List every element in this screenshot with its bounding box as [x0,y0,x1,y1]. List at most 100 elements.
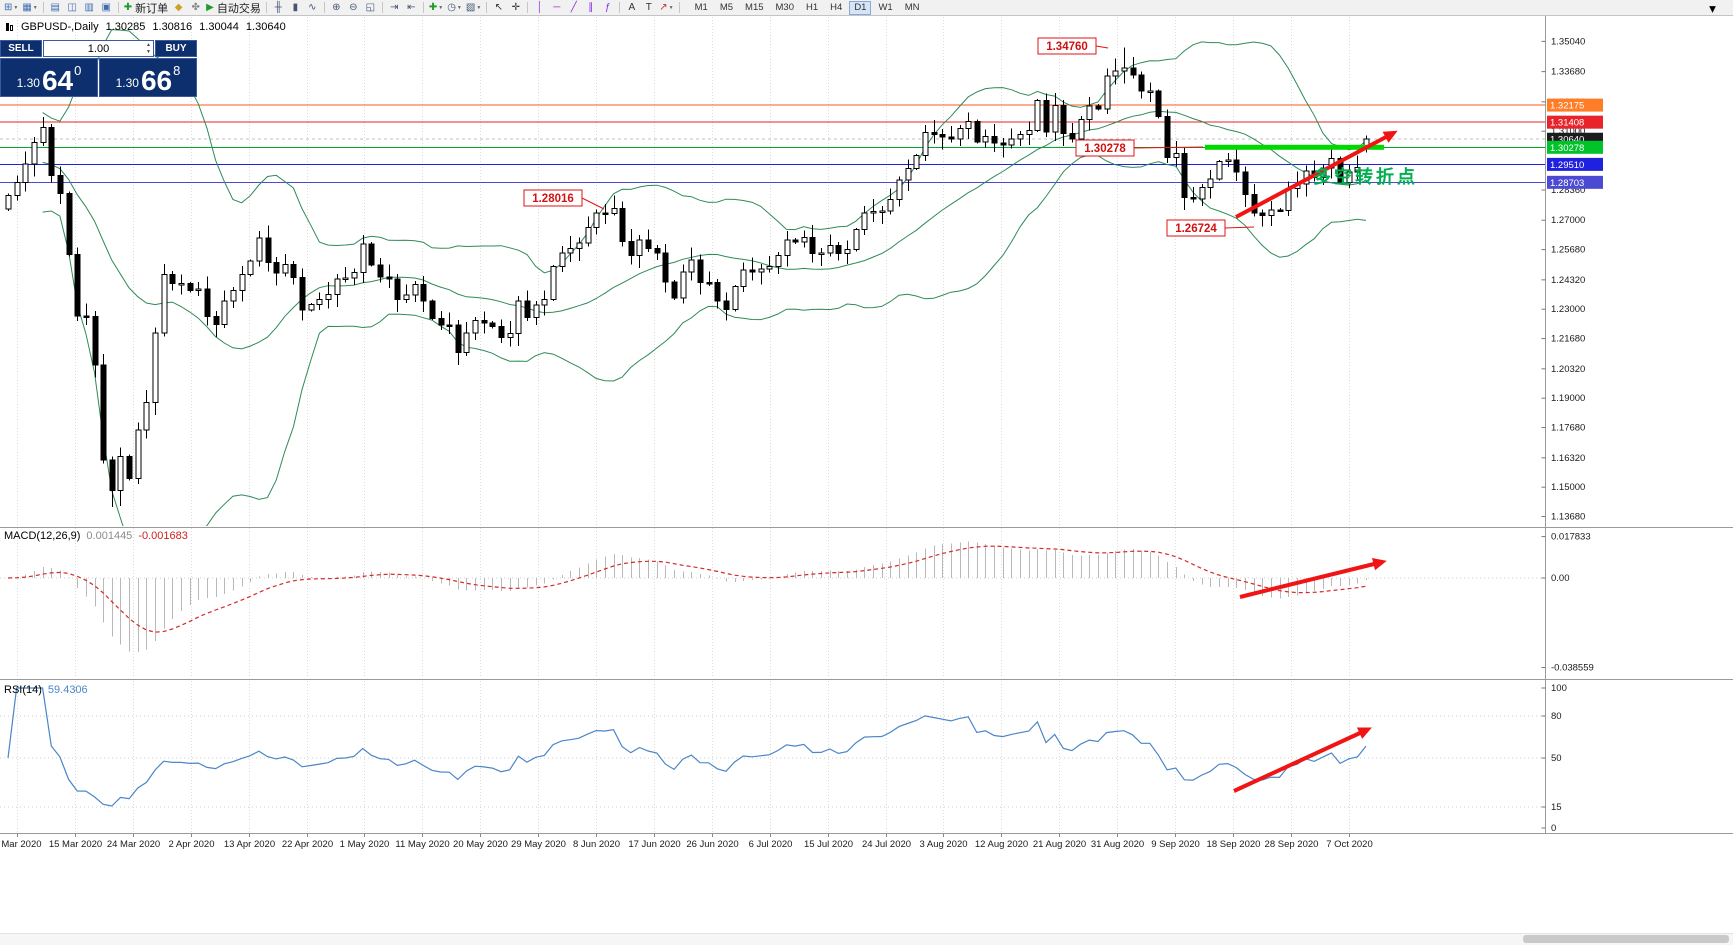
toolbar-separator [265,2,267,13]
candlestick-chart-button[interactable]: ▮ [287,0,304,15]
svg-text:1.15000: 1.15000 [1551,482,1585,493]
turning-point-annotation[interactable]: 多空转折点 [1313,167,1418,187]
auto-scroll-button[interactable]: ⇥ [386,0,403,15]
toolbar-separator [619,2,621,13]
one-click-trading-panel: SELL 1.00 ▲ ▼ BUY 1.30 64 0 1.30 66 8 [0,40,197,97]
buy-button[interactable]: BUY [155,40,197,57]
svg-text:9 Sep 2020: 9 Sep 2020 [1151,839,1200,850]
zoom-in-button[interactable]: ⊕ [328,0,345,15]
trend-arrow-rsi[interactable] [1233,727,1372,793]
bar-chart-button[interactable]: ╫ [270,0,287,15]
new-chart-icon: ⊞ [4,1,13,13]
templates-button[interactable]: ▧ ▼ [464,0,483,15]
cursor-button[interactable]: ↖ [490,0,507,15]
main-toolbar: ⊞ ▼ ▦ ▼ ▤ ◫ ▥ ▣ ✚ 新订单 ◆ ✤ ▶ 自动交易 ╫ ▮ ∿ ⊕ ⊖ ◱ ⇥ ⇤ ✚ ▼ ◷ ▼ ▧ ▼ ↖ ✛ │ ─ ╱ ∥ ƒ… [0,0,1733,16]
svg-text:1.30278: 1.30278 [1084,143,1126,155]
price-callout-1.34760[interactable]: 1.34760 [1037,37,1109,55]
fibonacci-button[interactable]: ƒ [599,0,616,15]
zoom-in-icon: ⊕ [332,1,341,13]
price-callout-1.30278[interactable]: 1.30278 [1075,139,1204,157]
timeframe-button-m5[interactable]: M5 [715,1,738,15]
svg-text:1.23000: 1.23000 [1551,304,1585,315]
price-label-1.32175 [1547,98,1603,112]
timeframe-button-h1[interactable]: H1 [801,1,823,15]
crosshair-button[interactable]: ✛ [507,0,524,15]
text-label-button[interactable]: T [640,0,657,15]
svg-text:1.16320: 1.16320 [1551,453,1585,464]
periods-icon: ◷ [447,1,456,13]
data-window-button[interactable]: ◫ [64,0,81,15]
timeframe-button-h4[interactable]: H4 [825,1,847,15]
svg-text:3 Aug 2020: 3 Aug 2020 [919,839,967,850]
buy-price-button[interactable]: 1.30 66 8 [99,58,197,97]
sell-price-point: 0 [74,63,82,78]
macd-histogram [17,541,1367,653]
green-resistance-zone[interactable] [1205,144,1384,150]
macd-name: MACD(12,26,9) [4,530,81,542]
new-order-button[interactable]: ✚ 新订单 [122,0,170,15]
timeframe-button-m15[interactable]: M15 [740,1,768,15]
zoom-out-button[interactable]: ⊖ [345,0,362,15]
volume-value: 1.00 [87,42,110,55]
bollinger-lower [42,154,1367,526]
horizontal-scrollbar-thumb[interactable] [1523,935,1729,943]
buy-price-base: 1.30 [115,76,139,90]
cursor-icon: ↖ [494,1,503,13]
volume-spinner[interactable]: ▲ ▼ [146,42,151,55]
toolbar-overflow-button[interactable]: ▾ [1704,1,1721,16]
text-button[interactable]: A [623,0,640,15]
templates-icon: ▧ [465,1,476,13]
indicator-axis-labels[interactable]: 0.017833 0.00 -0.038559 100 80 50 15 0 [1541,532,1594,834]
svg-text:1.28360: 1.28360 [1551,185,1585,196]
svg-text:1.31000: 1.31000 [1551,126,1585,137]
svg-text:80: 80 [1551,711,1562,722]
timeframe-button-mn[interactable]: MN [900,1,925,15]
new-chart-button[interactable]: ⊞ ▼ [2,0,20,15]
sell-price-button[interactable]: 1.30 64 0 [0,58,98,97]
svg-text:7 Oct 2020: 7 Oct 2020 [1326,839,1372,850]
arrow-tools-button[interactable]: ↗ ▼ [657,0,675,15]
sell-button[interactable]: SELL [0,40,42,57]
timeframe-button-m1[interactable]: M1 [690,1,713,15]
svg-text:24 Jul 2020: 24 Jul 2020 [862,839,911,850]
volume-input[interactable]: 1.00 ▲ ▼ [43,40,154,57]
time-axis-labels[interactable]: 5 Mar 2020 15 Mar 2020 24 Mar 2020 2 Apr 20… [0,839,1373,850]
svg-text:15: 15 [1551,802,1562,813]
timeframe-button-m30[interactable]: M30 [771,1,799,15]
trendline-button[interactable]: ╱ [565,0,582,15]
autotrade-button[interactable]: ▶ 自动交易 [204,0,263,15]
spinner-down-icon[interactable]: ▼ [146,48,151,55]
indicators-button[interactable]: ✚ ▼ [427,0,445,15]
navigator-button[interactable]: ▥ [81,0,98,15]
trend-arrow-macd[interactable] [1239,558,1387,599]
chart-shift-button[interactable]: ⇤ [403,0,420,15]
svg-text:24 Mar 2020: 24 Mar 2020 [107,839,160,850]
bollinger-middle [42,110,1367,350]
candlestick-series [5,47,1370,507]
terminal-button[interactable]: ▣ [98,0,115,15]
price-callout-1.26724[interactable]: 1.26724 [1166,219,1255,237]
profiles-button[interactable]: ▦ ▼ [20,0,39,15]
metaeditor-button[interactable]: ◆ [170,0,187,15]
market-watch-button[interactable]: ▤ [47,0,64,15]
spinner-up-icon[interactable]: ▲ [146,42,151,48]
options-button[interactable]: ✤ [187,0,204,15]
timeframe-button-d1[interactable]: D1 [849,0,872,15]
horizontal-scrollbar[interactable] [0,933,1733,945]
line-chart-button[interactable]: ∿ [304,0,321,15]
timeframe-button-w1[interactable]: W1 [873,1,897,15]
tile-windows-button[interactable]: ◱ [362,0,379,15]
horizontal-line-button[interactable]: ─ [548,0,565,15]
trend-arrow-main[interactable] [1235,130,1398,219]
price-callout-1.28016[interactable]: 1.28016 [523,189,605,210]
line-chart-icon: ∿ [308,1,317,13]
buy-price-pips: 66 [140,65,173,97]
periods-button[interactable]: ◷ ▼ [445,0,464,15]
channel-button[interactable]: ∥ [582,0,599,15]
svg-text:29 May 2020: 29 May 2020 [511,839,566,850]
vertical-line-button[interactable]: │ [531,0,548,15]
svg-text:100: 100 [1551,683,1567,694]
